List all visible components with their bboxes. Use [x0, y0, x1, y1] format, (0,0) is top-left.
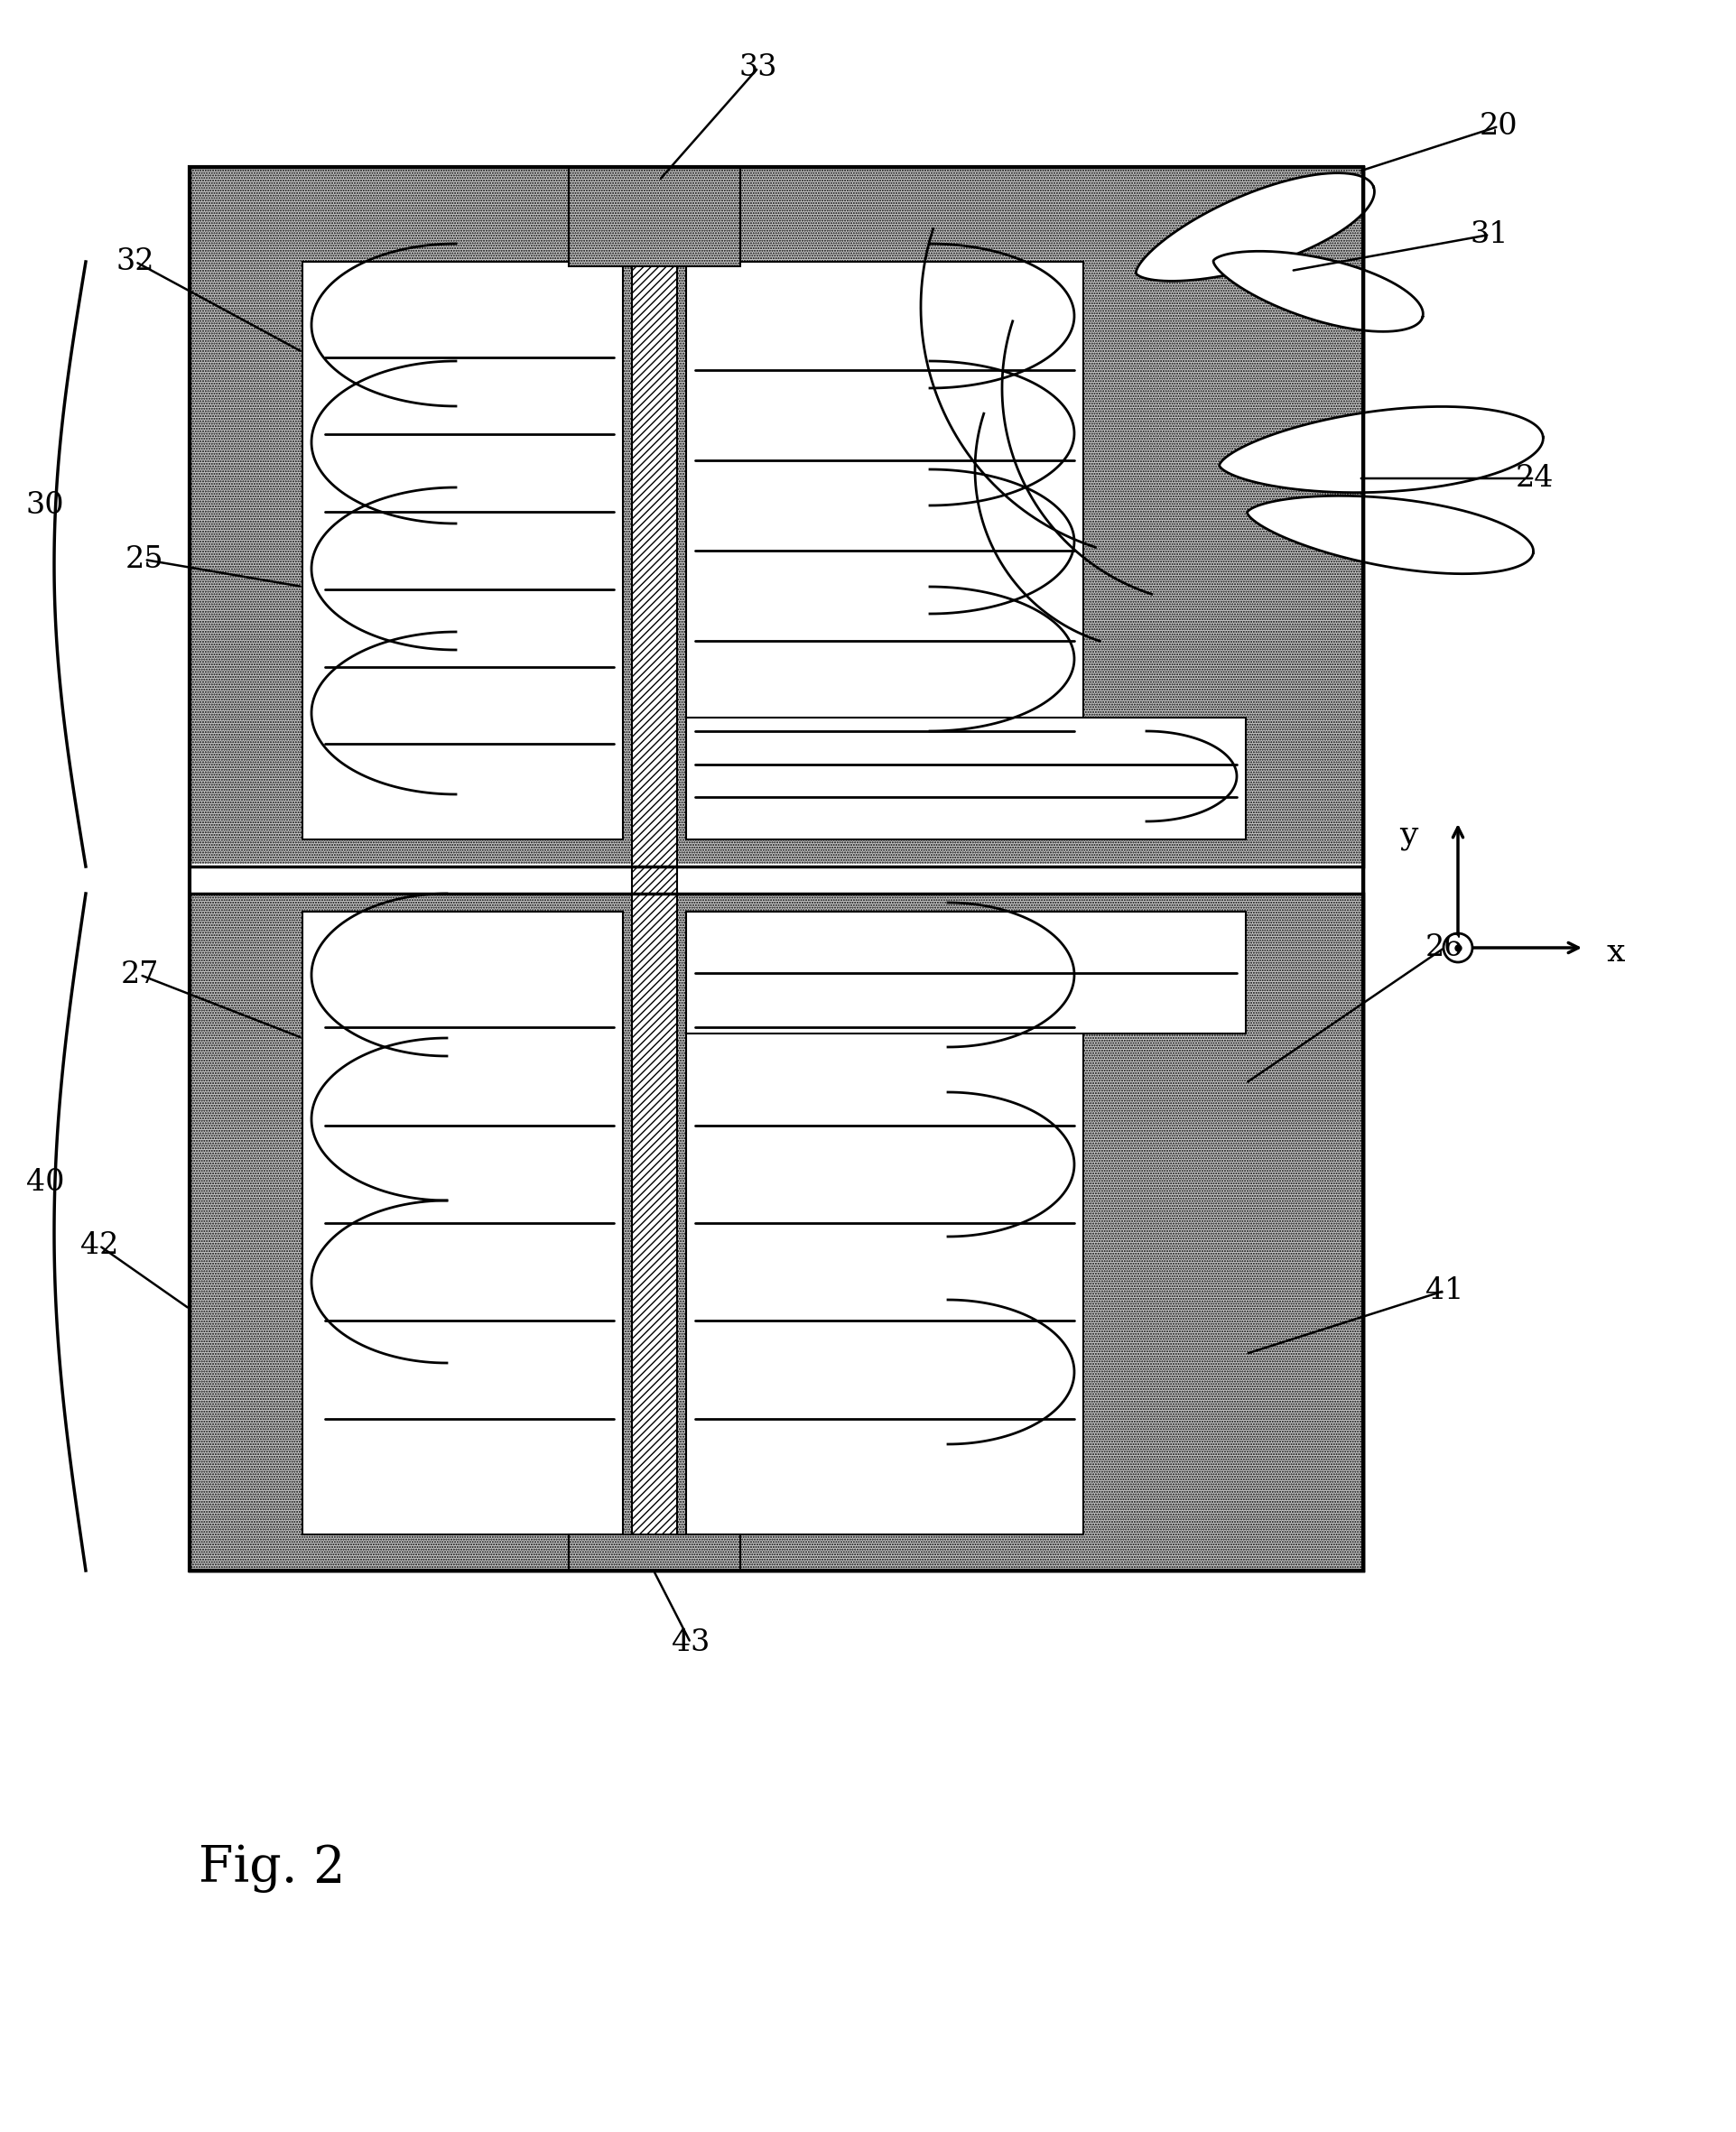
Text: Fig. 2: Fig. 2: [198, 1844, 345, 1893]
Bar: [686, 262, 1083, 840]
Bar: [189, 893, 1363, 1571]
Bar: [686, 912, 1083, 1535]
Text: 24: 24: [1516, 465, 1554, 492]
Polygon shape: [1246, 497, 1533, 574]
Bar: [302, 912, 623, 1535]
Bar: [632, 230, 677, 1571]
Text: 43: 43: [672, 1629, 710, 1657]
Bar: [568, 1535, 740, 1571]
Bar: [686, 912, 1245, 1034]
Polygon shape: [1213, 252, 1422, 333]
Text: 33: 33: [740, 53, 778, 83]
Bar: [302, 262, 623, 840]
Text: 31: 31: [1470, 220, 1509, 249]
Bar: [189, 166, 1363, 866]
Bar: [189, 166, 1363, 1571]
Circle shape: [1443, 934, 1472, 962]
Bar: [568, 166, 740, 266]
Bar: [189, 166, 1363, 1571]
Text: 25: 25: [125, 546, 163, 574]
Polygon shape: [1219, 407, 1542, 492]
Bar: [189, 893, 1363, 1571]
Text: 41: 41: [1425, 1277, 1463, 1305]
Text: 27: 27: [122, 959, 160, 989]
Text: 30: 30: [26, 490, 64, 520]
Bar: [189, 166, 1363, 866]
Text: 42: 42: [80, 1230, 118, 1260]
Bar: [189, 863, 1363, 895]
Text: 32: 32: [116, 247, 155, 277]
Bar: [686, 718, 1245, 840]
Text: x: x: [1606, 936, 1625, 968]
Text: y: y: [1399, 819, 1417, 851]
Text: 20: 20: [1479, 111, 1517, 141]
Text: 40: 40: [26, 1168, 64, 1196]
Polygon shape: [1135, 173, 1373, 281]
Text: 26: 26: [1425, 934, 1463, 962]
